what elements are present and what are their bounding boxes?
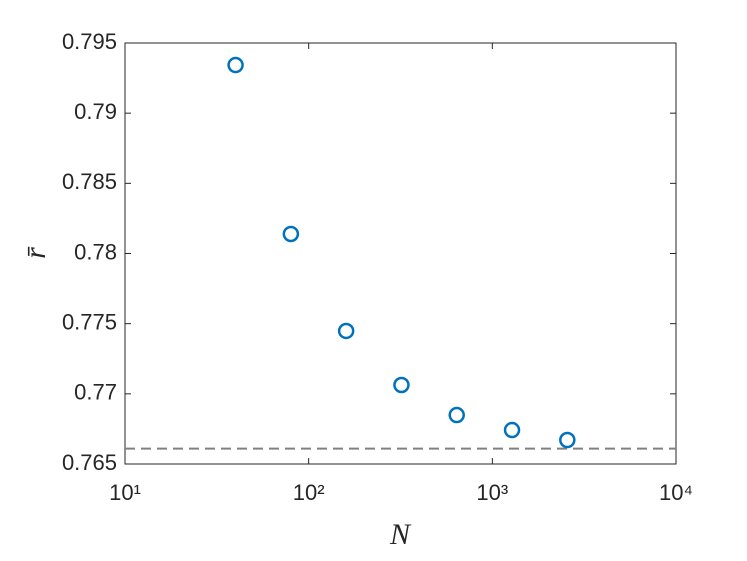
point	[393, 376, 410, 394]
x-tick-label: 10¹	[109, 480, 141, 505]
point	[337, 322, 355, 340]
y-tick-label: 0.78	[74, 239, 117, 264]
point	[559, 431, 576, 449]
x-axis-label: N	[389, 518, 412, 551]
point	[503, 421, 521, 439]
point	[448, 406, 465, 424]
y-tick-label: 0.795	[62, 29, 117, 54]
y-tick-label: 0.765	[62, 450, 117, 475]
y-tick-label: 0.79	[74, 99, 117, 124]
y-tick-label: 0.785	[62, 169, 117, 194]
point	[282, 225, 300, 243]
y-tick-label: 0.775	[62, 309, 117, 334]
point	[227, 56, 244, 74]
y-axis-label: r̄	[19, 246, 52, 259]
x-tick-label: 10³	[476, 480, 508, 505]
x-tick-label: 10²	[293, 480, 325, 505]
plot-box	[124, 42, 677, 465]
x-tick-label: 10⁴	[659, 480, 693, 505]
y-tick-label: 0.77	[74, 380, 117, 405]
